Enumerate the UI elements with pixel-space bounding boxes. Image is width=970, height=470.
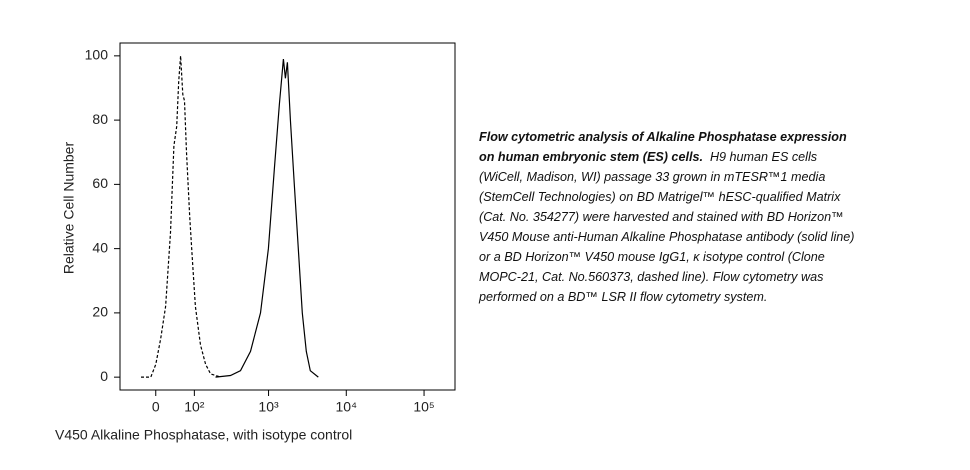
y-tick-label: 100 — [85, 47, 109, 63]
y-tick-label: 0 — [100, 368, 108, 384]
y-tick-label: 40 — [92, 239, 108, 255]
plot-frame — [119, 42, 456, 391]
y-tick-label: 60 — [92, 175, 108, 191]
x-tick-label: 0 — [152, 399, 160, 415]
histogram-line — [215, 59, 319, 378]
y-tick-label: 80 — [92, 111, 108, 127]
caption-title: Flow cytometric analysis of Alkaline Pho… — [479, 130, 847, 164]
chart: Relative Cell Number V450 Alkaline Phosp… — [55, 42, 456, 443]
y-tick-label: 20 — [92, 304, 108, 320]
histogram-line — [141, 55, 221, 378]
x-tick-label: 10⁵ — [413, 399, 434, 415]
caption: Flow cytometric analysis of Alkaline Pho… — [479, 127, 864, 307]
x-axis-label: V450 Alkaline Phosphatase, with isotype … — [55, 427, 352, 443]
x-tick-label: 10⁴ — [335, 399, 357, 415]
x-tick-label: 10² — [184, 399, 205, 415]
x-tick-label: 10³ — [258, 399, 279, 415]
y-axis-label: Relative Cell Number — [61, 142, 77, 275]
caption-text: H9 human ES cells (WiCell, Madison, WI) … — [479, 150, 855, 304]
